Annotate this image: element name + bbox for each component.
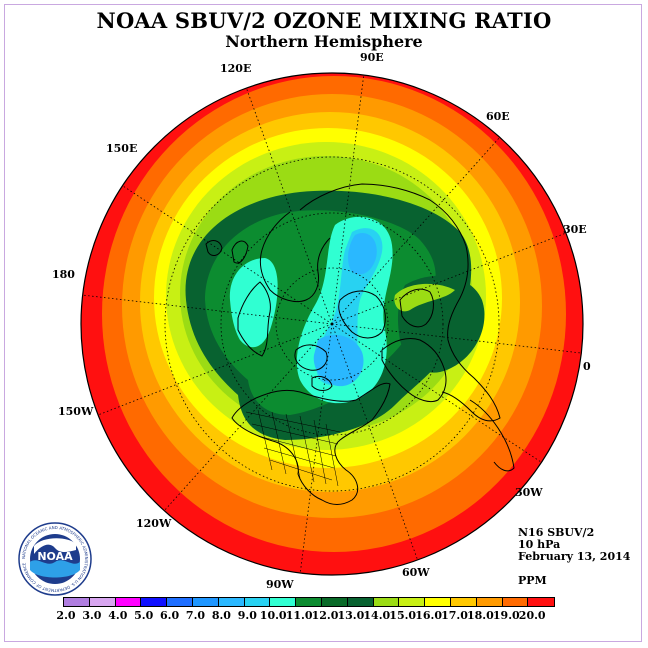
- colorbar-swatch: [450, 598, 477, 606]
- colorbar-tick-label: 10.0: [259, 609, 287, 622]
- colorbar-swatch: [425, 598, 451, 606]
- blue-core: [313, 232, 377, 387]
- globe-border: [80, 72, 584, 576]
- coast-east-asia: [259, 211, 331, 303]
- colorbar-tick-label: 3.0: [82, 609, 102, 622]
- colorbar-tick-label: 12.0: [311, 609, 339, 622]
- colorbar-tick-label: 20.0: [518, 609, 546, 622]
- colorbar-swatch: [167, 598, 193, 606]
- colorbar-tick-label: 4.0: [108, 609, 128, 622]
- colorbar-tick-label: 6.0: [160, 609, 180, 622]
- lon-label-90w: 90W: [266, 578, 294, 591]
- colorbar-swatch: [64, 598, 90, 606]
- pressure-level-label: 10 hPa: [518, 538, 561, 551]
- coast-europe: [381, 337, 447, 403]
- colorbar-swatch: [192, 598, 219, 606]
- colorbar-swatch: [347, 598, 374, 606]
- colorbar-tick-label: 16.0: [415, 609, 442, 622]
- colorbar-swatch: [270, 598, 297, 606]
- colorbar-tick-label: 17.0: [441, 609, 468, 622]
- coast-africa: [469, 399, 515, 472]
- coast-greenland: [338, 290, 386, 339]
- colorbar-tick-label: 9.0: [237, 609, 257, 622]
- lon-label-120w: 120W: [136, 517, 172, 530]
- colorbar-swatch: [141, 598, 168, 606]
- us-states-grid: [245, 409, 341, 487]
- page-subtitle: Northern Hemisphere: [225, 32, 423, 51]
- noaa-logo: NOAA NATIONAL OCEANIC AND ATMOSPHERIC AD…: [18, 522, 92, 596]
- page-title: NOAA SBUV/2 OZONE MIXING RATIO: [96, 8, 552, 33]
- lon-label-120e: 120E: [220, 62, 252, 75]
- colorbar-tick-label: 13.0: [337, 609, 365, 622]
- colorbar-swatch: [296, 598, 322, 606]
- date-label: February 13, 2014: [518, 550, 631, 563]
- logo-text: NOAA: [37, 550, 73, 563]
- figure-frame: [4, 4, 642, 642]
- colorbar-swatch: [373, 598, 400, 606]
- colorbar-tick-label: 15.0: [389, 609, 417, 622]
- coast-asia: [299, 183, 501, 422]
- coast-kamchatka: [231, 240, 249, 264]
- lon-label-60e: 60E: [486, 110, 510, 123]
- lon-label-30w: 30W: [515, 486, 543, 499]
- colorbar-tick-label: 14.0: [363, 609, 391, 622]
- colorbar: [63, 597, 556, 607]
- colorbar-tick-label: 8.0: [211, 609, 231, 622]
- colorbar-swatch: [115, 598, 142, 606]
- instrument-label: N16 SBUV/2: [518, 526, 595, 539]
- coast-scandinavia: [399, 288, 434, 328]
- graticule: [81, 73, 582, 575]
- lon-label-30e: 30E: [563, 223, 587, 236]
- colorbar-tick-label: 18.0: [466, 609, 494, 622]
- colorbar-swatch: [502, 598, 529, 606]
- colorbar-tick-label: 5.0: [134, 609, 154, 622]
- colorbar-swatch: [476, 598, 503, 606]
- lon-label-0: 0: [583, 360, 591, 373]
- colorbar-swatch: [218, 598, 245, 606]
- colorbar-tick-label: 19.0: [492, 609, 520, 622]
- cyan-west: [229, 258, 278, 348]
- colorbar-swatch: [244, 598, 271, 606]
- colorbar-tick-label: 2.0: [56, 609, 76, 622]
- coastlines: [205, 183, 515, 505]
- colorbar-swatch: [399, 598, 426, 606]
- units-label: PPM: [518, 574, 547, 587]
- lon-label-150w: 150W: [58, 405, 94, 418]
- colorbar-tick-label: 7.0: [185, 609, 206, 622]
- colorbar-swatch: [528, 598, 555, 606]
- colorbar-tick-label: 11.0: [285, 609, 313, 622]
- coast-canadian-arctic: [294, 344, 333, 391]
- colorbar-swatch: [89, 598, 116, 606]
- coast-alaska: [237, 281, 271, 357]
- colorbar-swatch: [321, 598, 348, 606]
- coast-japan: [205, 240, 223, 256]
- lon-label-150e: 150E: [106, 142, 138, 155]
- ring-12-13-east-notch: [394, 283, 455, 312]
- coast-north-america: [231, 382, 391, 505]
- lon-label-90e: 90E: [360, 51, 384, 64]
- lon-label-180: 180: [52, 268, 75, 281]
- lon-label-60w: 60W: [402, 566, 430, 579]
